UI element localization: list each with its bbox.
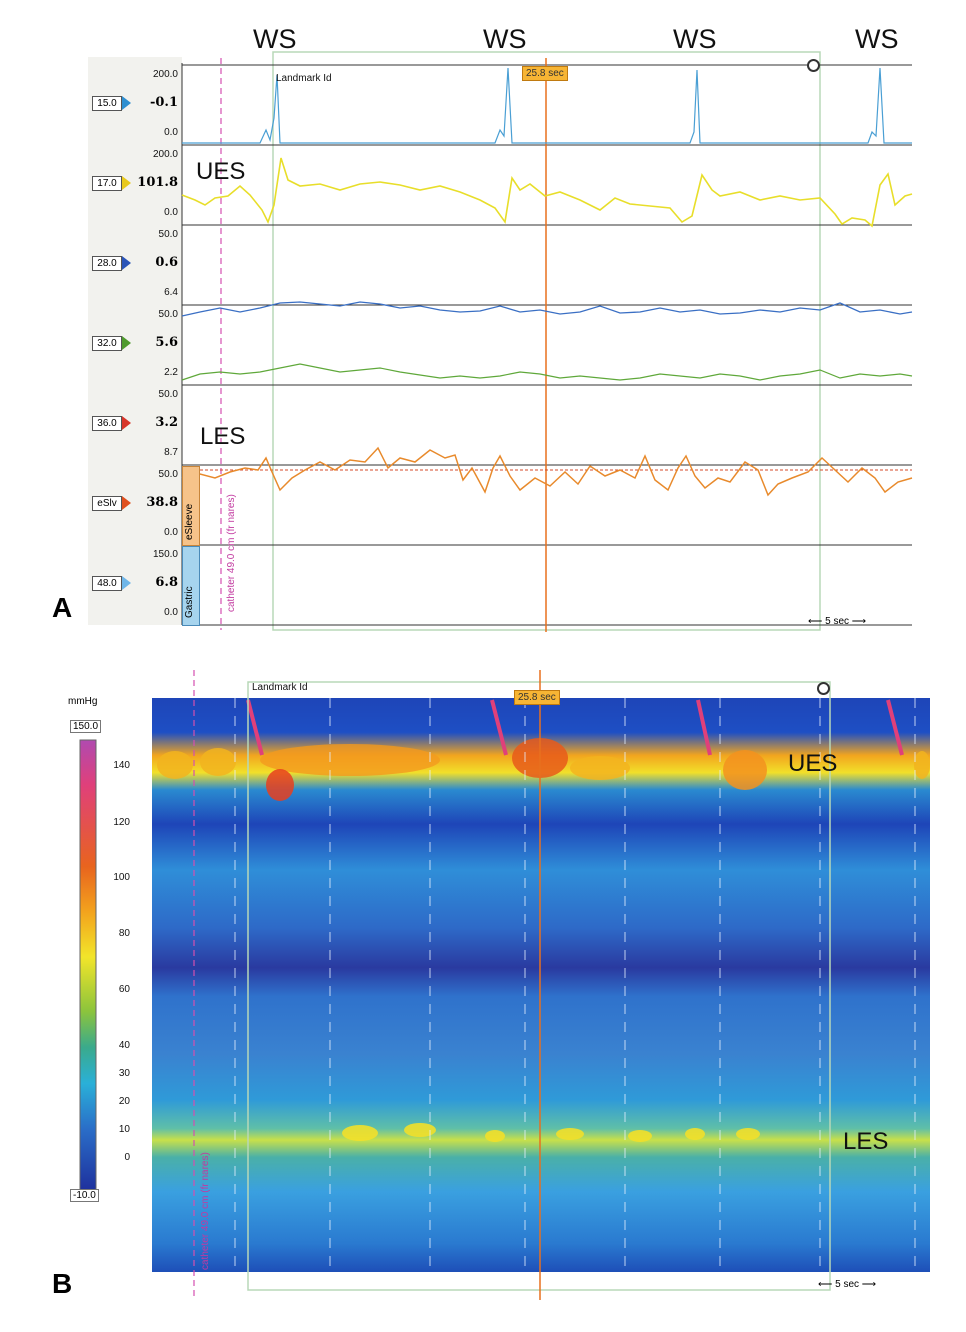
swallow-streaks [246,699,904,756]
channel-arrow-1 [122,96,131,110]
panel-label-a: A [52,592,73,623]
time-scale-label-a: 5 sec [825,616,850,627]
channel-arrow-6 [122,496,131,510]
channel-tag-5: 36.0 [92,416,122,431]
heatmap-svg [79,670,930,1300]
time-scale-label-b: 5 sec [835,1279,860,1290]
channel-value-2: 101.8 [137,175,178,190]
channel-value-5: 3.2 [155,415,178,430]
time-scale-b: ⟵ 5 sec ⟶ [818,1279,876,1290]
channel-tag-2: 17.0 [92,176,122,191]
time-scale-arrow-left-b: ⟵ [818,1279,836,1290]
colorbar-tick-120: 120 [113,817,130,828]
channel-arrow-3 [122,256,131,270]
selection-box-b [247,681,831,1291]
channel-tag-3: 28.0 [92,256,122,271]
channel-value-3: 0.6 [155,255,178,270]
colorbar [79,739,97,1193]
ues-label-b: UES [788,750,838,777]
landmark-label-b: Landmark Id [252,682,308,693]
cursor-time-label-b[interactable]: 25.8 sec [514,690,560,705]
time-scale-a: ⟵ 5 sec ⟶ [808,616,866,627]
colorbar-tick-140: 140 [113,760,130,771]
channel-tag-6: eSlv [92,496,122,511]
channel-arrow-7 [122,576,131,590]
channel-min-1: 0.0 [164,127,178,138]
channel-max-3: 50.0 [158,229,178,240]
channel-value-6: 38.8 [146,495,178,510]
panel-label-b: B [52,1268,73,1299]
channel-value-7: 6.8 [155,575,178,590]
les-hotspots [342,1123,760,1142]
channel-arrow-5 [122,416,131,430]
channel-min-6: 0.0 [164,527,178,538]
channel-max-7: 150.0 [152,549,178,560]
esleeve-label: eSleeve [184,503,195,540]
channel-tag-1: 15.0 [92,96,122,111]
gastric-label: Gastric [184,586,195,618]
channel-max-5: 50.0 [158,389,178,400]
colorbar-max: 150.0 [70,720,102,733]
line-plot-svg [181,51,913,632]
colorbar-tick-80: 80 [118,928,130,939]
swallow-label-3: WS [673,24,717,54]
colorbar-unit: mmHg [68,696,98,707]
channel-arrow-4 [122,336,131,350]
channel-max-6: 50.0 [158,469,178,480]
channel-value-1: -0.1 [149,95,178,110]
close-circle-icon[interactable] [807,59,820,72]
colorbar-min: -10.0 [70,1189,99,1202]
channel-arrow-2 [122,176,131,190]
cursor-time-label-a[interactable]: 25.8 sec [522,66,568,81]
colorbar-tick-20: 20 [118,1096,130,1107]
time-scale-arrow-left: ⟵ [808,616,826,627]
catheter-label-a: catheter 49.0 cm (fr nares) [226,494,237,612]
colorbar-tick-10: 10 [118,1124,130,1135]
gastric-bar [182,546,200,626]
trace-ch2 [181,157,913,228]
les-label-b: LES [843,1128,889,1155]
channel-min-7: 0.0 [164,607,178,618]
les-label-a: LES [200,423,246,450]
trace-ch3 [181,301,913,317]
swallow-label-1: WS [253,24,297,54]
esleeve-bar [182,466,200,546]
time-scale-arrow-right: ⟶ [849,616,867,627]
colorbar-tick-30: 30 [118,1068,130,1079]
channel-min-2: 0.0 [164,207,178,218]
channel-max-1: 200.0 [152,69,178,80]
swallow-label-4: WS [855,24,899,54]
colorbar-tick-60: 60 [118,984,130,995]
swallow-label-2: WS [483,24,527,54]
channel-value-4: 5.6 [155,335,178,350]
time-scale-arrow-right-b: ⟶ [859,1279,877,1290]
trace-ch6 [181,446,913,497]
colorbar-tick-100: 100 [113,872,130,883]
colorbar-tick-0: 0 [124,1152,130,1163]
catheter-label-b: catheter 49.0 cm (fr nares) [200,1152,211,1270]
trace-ch1 [182,67,912,144]
channel-tag-4: 32.0 [92,336,122,351]
colorbar-tick-40: 40 [118,1040,130,1051]
channel-max-4: 50.0 [158,309,178,320]
trace-ch4 [181,363,913,381]
channel-min-5: 8.7 [164,447,178,458]
channel-min-4: 2.2 [164,367,178,378]
channel-tag-7: 48.0 [92,576,122,591]
plot-area [182,63,912,625]
channel-max-2: 200.0 [152,149,178,160]
channel-min-3: 6.4 [164,287,178,298]
landmark-label-a: Landmark Id [276,73,332,84]
ues-label-a: UES [196,158,246,185]
close-circle-icon-b[interactable] [817,682,830,695]
